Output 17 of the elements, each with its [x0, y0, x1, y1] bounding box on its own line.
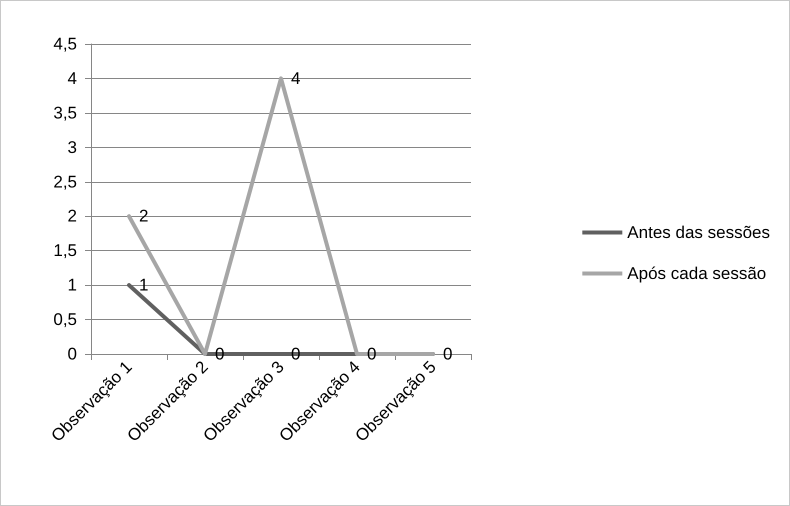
- data-label: 1: [139, 276, 148, 295]
- data-label: 4: [291, 68, 300, 88]
- y-tick-label: 2,5: [53, 172, 77, 192]
- legend-label: Antes das sessões: [627, 223, 770, 242]
- data-label: 2: [139, 206, 148, 226]
- data-label: 0: [443, 344, 452, 364]
- y-tick-label: 2: [68, 206, 77, 226]
- y-tick-label: 4,5: [53, 34, 77, 54]
- y-tick-label: 1,5: [53, 241, 77, 260]
- y-tick-label: 1: [68, 276, 77, 295]
- y-tick-label: 0,5: [53, 310, 77, 330]
- legend-label: Após cada sessão: [627, 264, 766, 283]
- data-label: 0: [367, 344, 376, 364]
- y-tick-label: 3,5: [53, 103, 77, 122]
- y-tick-label: 3: [68, 138, 77, 157]
- y-tick-label: 0: [68, 344, 77, 364]
- y-tick-label: 4: [68, 68, 77, 88]
